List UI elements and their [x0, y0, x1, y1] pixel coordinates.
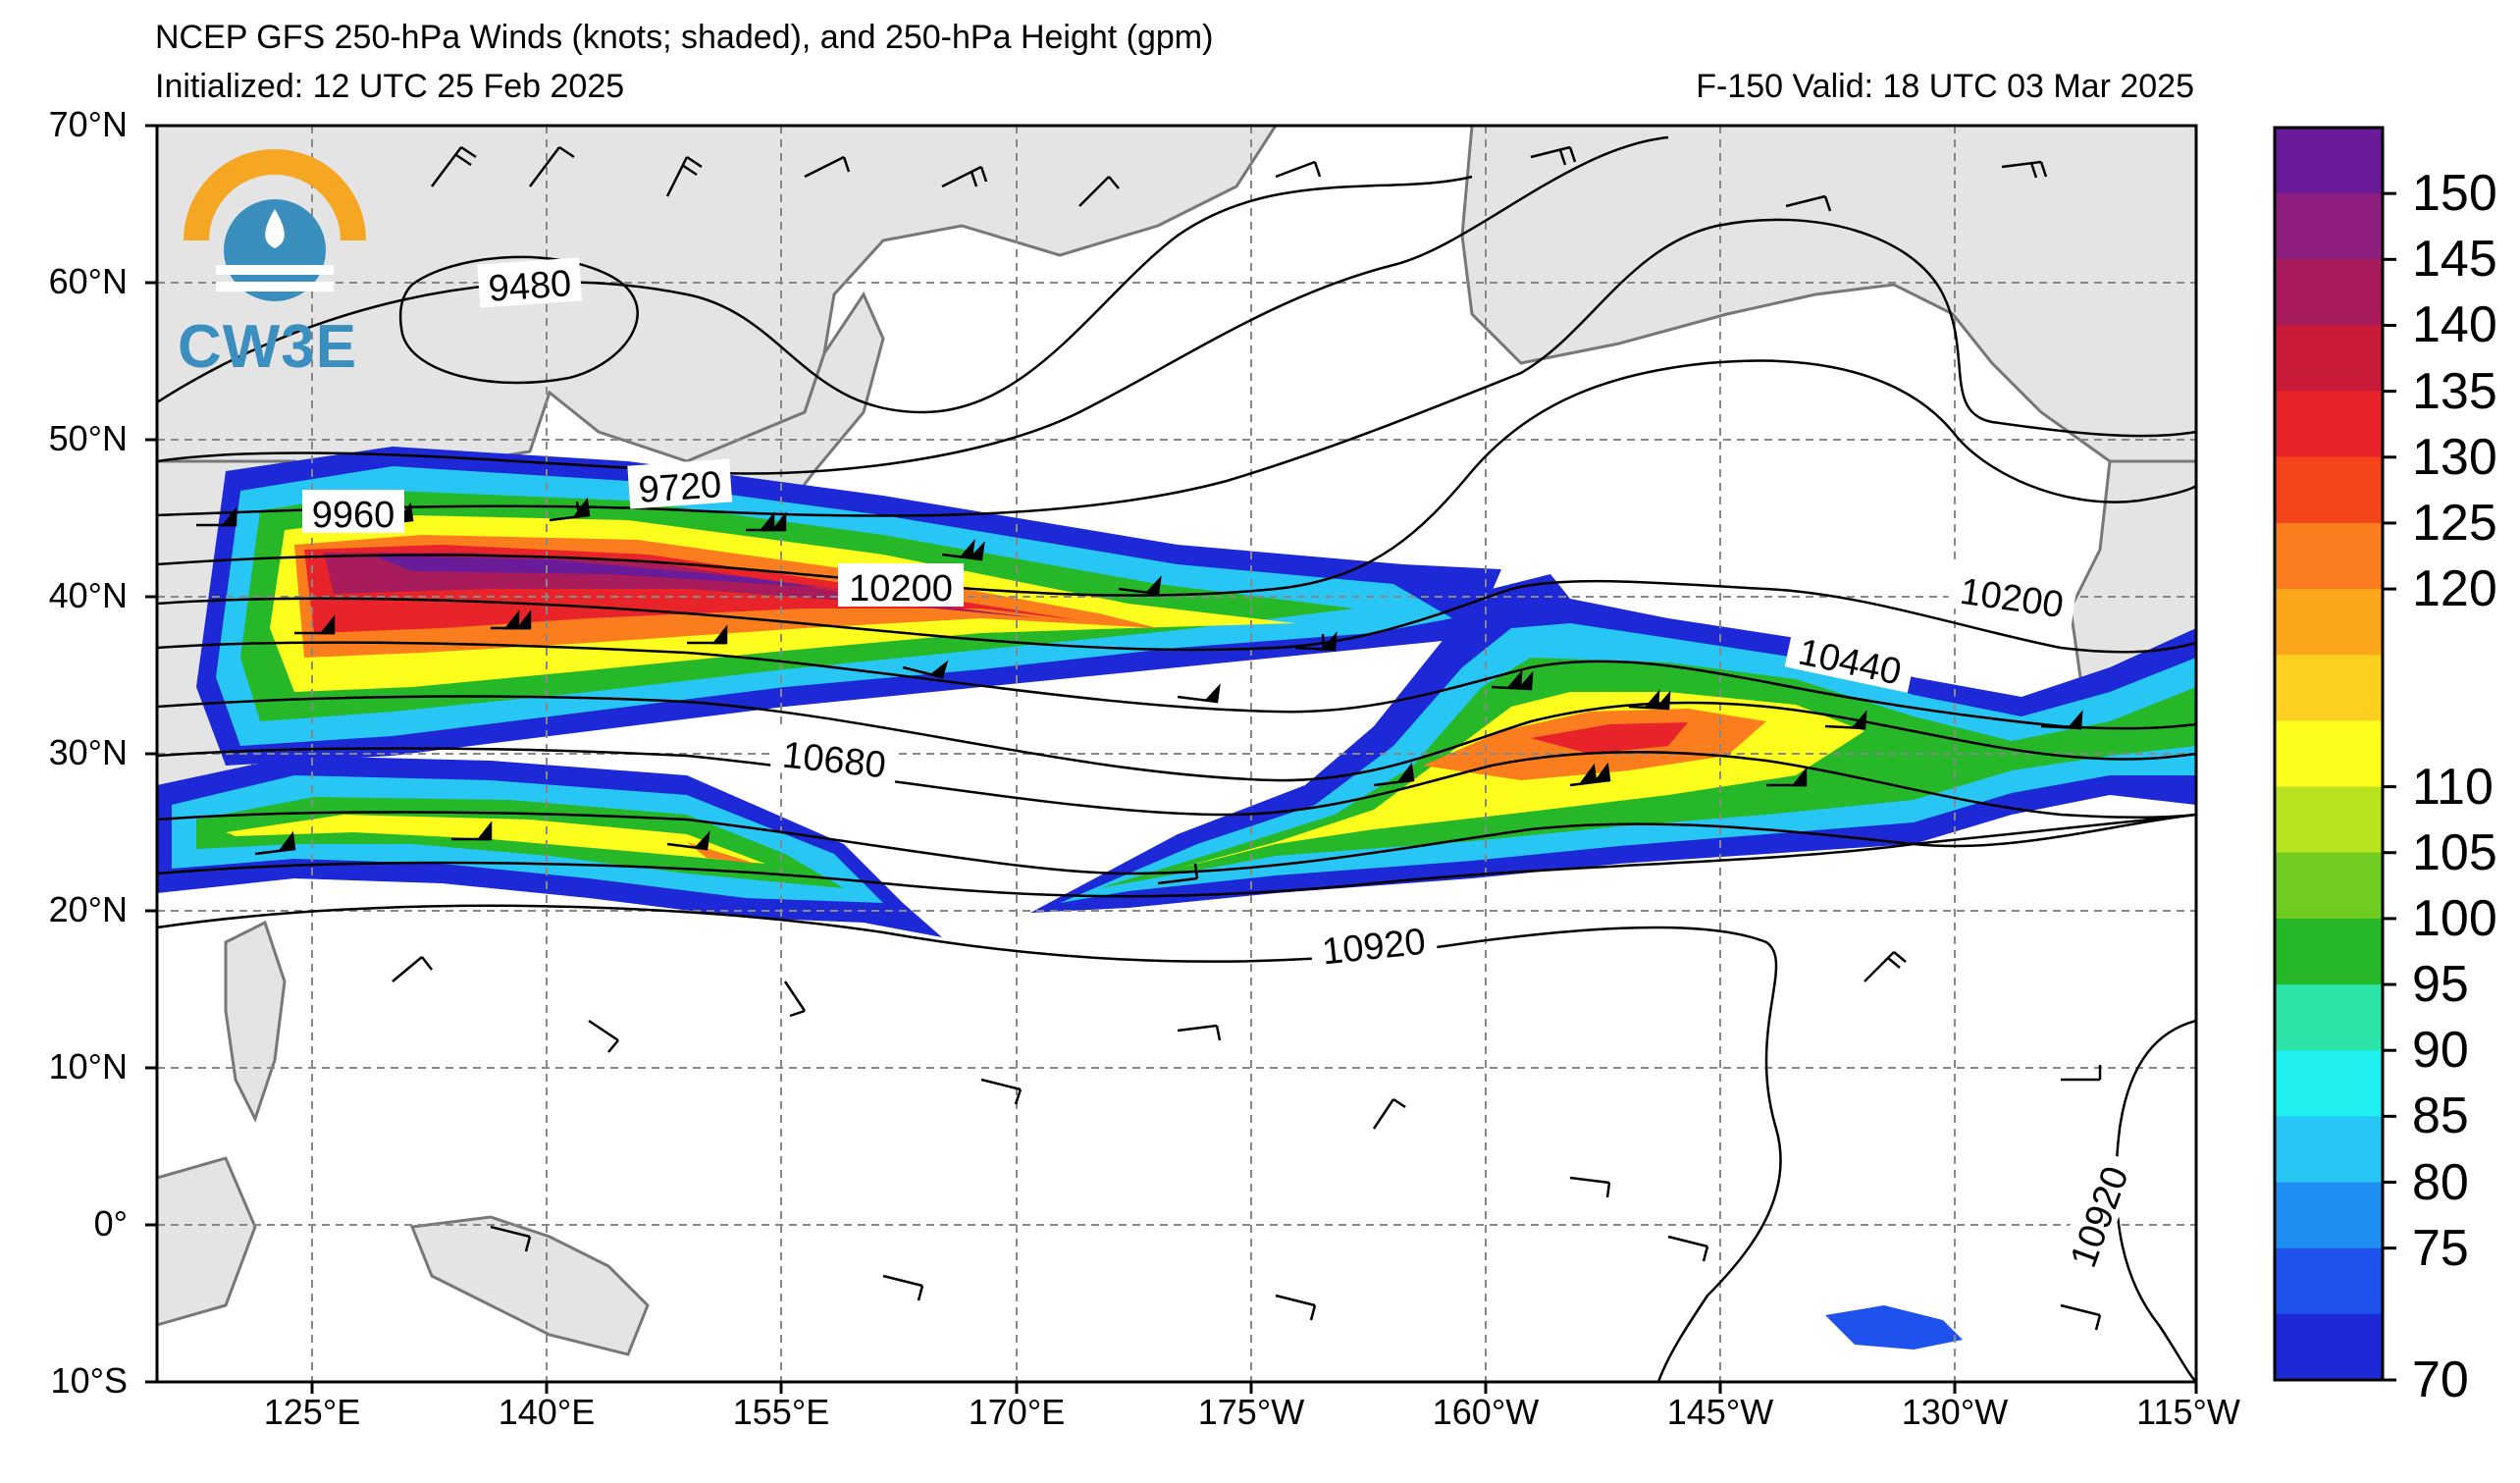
- colorbar-segment: [2275, 259, 2383, 326]
- colorbar-segment: [2275, 1182, 2383, 1249]
- colorbar-segment: [2275, 589, 2383, 656]
- colorbar-segment: [2275, 1050, 2383, 1117]
- lat-label: 10°N: [48, 1046, 128, 1086]
- lat-label: 20°N: [48, 889, 128, 929]
- colorbar-segment: [2275, 852, 2383, 920]
- colorbar-label: 140: [2412, 296, 2497, 354]
- colorbar-label: 85: [2412, 1087, 2469, 1145]
- colorbar-segment: [2275, 1313, 2383, 1381]
- graticule: [157, 126, 2196, 1382]
- lat-label: 30°N: [48, 732, 128, 772]
- colorbar-label: 105: [2412, 823, 2497, 881]
- colorbar-label: 95: [2412, 956, 2469, 1014]
- colorbar-label: 120: [2412, 560, 2497, 618]
- height-contours: [157, 135, 2196, 1382]
- colorbar-segment: [2275, 1247, 2383, 1315]
- colorbar-label: 75: [2412, 1219, 2469, 1277]
- wind-barbs: [196, 145, 2102, 1331]
- colorbar-label: 135: [2412, 362, 2497, 420]
- lon-label: 160°W: [1432, 1392, 1540, 1432]
- lat-label: 70°N: [48, 104, 128, 144]
- colorbar-segment: [2275, 128, 2383, 194]
- lat-label: 0°: [93, 1203, 128, 1244]
- colorbar-segment: [2275, 1116, 2383, 1184]
- colorbar-label: 100: [2412, 889, 2497, 947]
- lat-label: 60°N: [48, 261, 128, 301]
- colorbar-label: 145: [2412, 231, 2497, 289]
- contour-label: 9960: [312, 495, 395, 536]
- logo-text: CW3E: [178, 313, 358, 381]
- map-title: NCEP GFS 250-hPa Winds (knots; shaded), …: [155, 19, 1214, 56]
- colorbar-segment: [2275, 193, 2383, 260]
- colorbar-frame: [2273, 126, 2385, 1382]
- colorbar-segment: [2275, 655, 2383, 721]
- colorbar-label: 130: [2412, 428, 2497, 486]
- lat-label: 10°S: [50, 1360, 128, 1401]
- colorbar-label: 80: [2412, 1153, 2469, 1211]
- colorbar: [2275, 128, 2396, 1382]
- lon-label: 125°E: [263, 1392, 361, 1432]
- colorbar-label: 150: [2412, 165, 2497, 223]
- colorbar-label: 110: [2412, 758, 2494, 816]
- lat-label: 40°N: [48, 575, 128, 615]
- colorbar-segment: [2275, 325, 2383, 393]
- lon-label: 170°E: [968, 1392, 1066, 1432]
- colorbar-segment: [2275, 391, 2383, 458]
- colorbar-label: 125: [2412, 494, 2497, 552]
- contour-label: 9720: [637, 464, 722, 511]
- cw3e-logo: [177, 132, 373, 378]
- colorbar-segment: [2275, 984, 2383, 1051]
- lon-label: 155°E: [732, 1392, 830, 1432]
- lon-label: 140°E: [498, 1392, 596, 1432]
- lat-label: 50°N: [48, 418, 128, 458]
- colorbar-segment: [2275, 786, 2383, 854]
- contour-label: 9480: [487, 263, 572, 310]
- contour-label: 10200: [849, 568, 953, 609]
- colorbar-segment: [2275, 456, 2383, 524]
- colorbar-segment: [2275, 522, 2383, 590]
- colorbar-label: 90: [2412, 1022, 2469, 1080]
- lon-label: 115°W: [2136, 1392, 2240, 1432]
- colorbar-label: 70: [2412, 1351, 2469, 1408]
- lon-label: 145°W: [1666, 1392, 1774, 1432]
- lon-label: 175°W: [1197, 1392, 1305, 1432]
- colorbar-segment: [2275, 720, 2383, 788]
- lon-label: 130°W: [1901, 1392, 2009, 1432]
- colorbar-segment: [2275, 918, 2383, 985]
- initialized-time: Initialized: 12 UTC 25 Feb 2025: [155, 68, 625, 105]
- valid-time: F-150 Valid: 18 UTC 03 Mar 2025: [1696, 68, 2194, 105]
